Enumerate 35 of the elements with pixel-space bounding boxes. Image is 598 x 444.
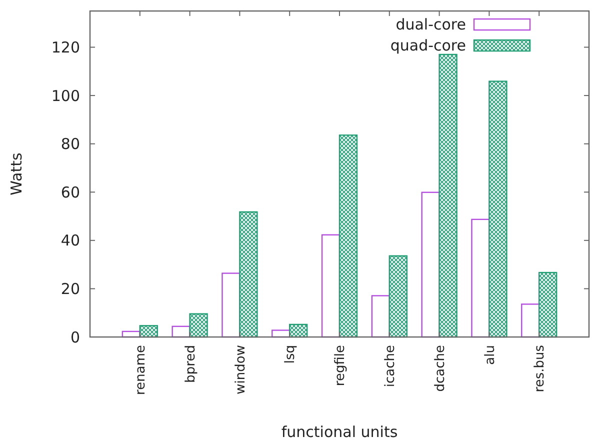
- bar: [521, 304, 540, 338]
- bar: [321, 234, 340, 338]
- x-tick-label: res.bus: [532, 344, 548, 392]
- x-tick-label: dcache: [432, 345, 448, 392]
- x-tick-label: window: [233, 344, 248, 394]
- x-tick-label: bpred: [183, 345, 198, 383]
- bar: [388, 255, 408, 338]
- bar: [438, 54, 458, 338]
- bar: [222, 272, 240, 338]
- bar: [538, 272, 558, 338]
- y-tick-label: 100: [51, 86, 80, 105]
- y-tick-label: 120: [51, 38, 80, 56]
- y-axis-title: Watts: [7, 152, 26, 196]
- bar: [139, 325, 158, 338]
- y-tick-label: 40: [60, 232, 80, 250]
- bar: [488, 80, 508, 338]
- y-tick-label: 0: [70, 328, 80, 346]
- bar: [338, 134, 358, 338]
- bar: [189, 313, 208, 338]
- bar: [421, 192, 440, 338]
- bar: [471, 218, 490, 338]
- y-tick-label: 60: [60, 183, 80, 202]
- legend-label: quad-core: [390, 36, 466, 54]
- y-tick-label: 20: [60, 280, 80, 298]
- bar: [289, 324, 308, 338]
- x-tick-label: rename: [133, 345, 148, 395]
- x-tick-label: alu: [482, 345, 498, 365]
- y-tick-label: 80: [60, 135, 80, 154]
- legend-label: dual-core: [396, 15, 466, 34]
- bar: [371, 295, 390, 338]
- x-axis-title: functional units: [281, 423, 398, 441]
- x-tick-label: icache: [382, 345, 398, 388]
- x-tick-label: lsq: [283, 345, 298, 364]
- bar: [239, 211, 258, 338]
- x-tick-label: regfile: [333, 345, 348, 386]
